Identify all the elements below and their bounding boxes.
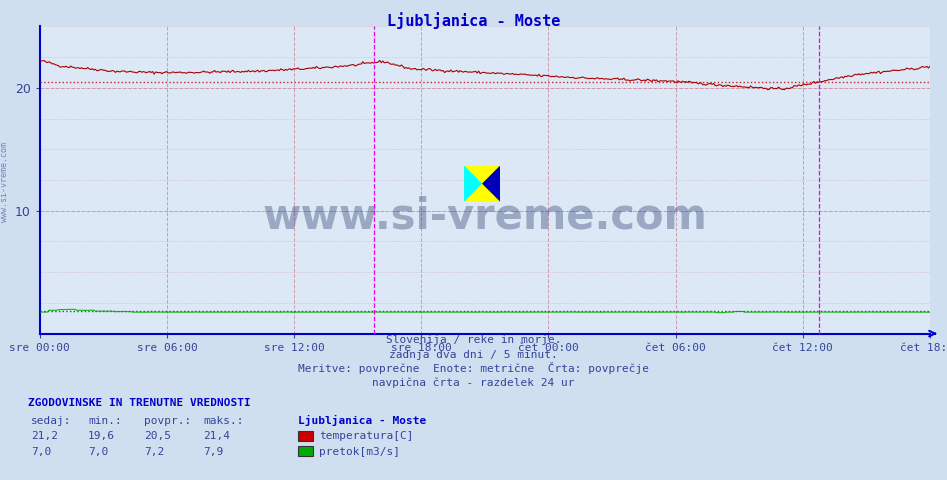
Text: 7,0: 7,0 — [31, 446, 51, 456]
Text: Ljubljanica - Moste: Ljubljanica - Moste — [386, 12, 561, 29]
Text: maks.:: maks.: — [204, 416, 244, 426]
Text: sedaj:: sedaj: — [31, 416, 72, 426]
Text: 7,9: 7,9 — [204, 446, 223, 456]
Text: 21,4: 21,4 — [204, 431, 231, 441]
Text: pretok[m3/s]: pretok[m3/s] — [319, 446, 401, 456]
Text: 19,6: 19,6 — [88, 431, 116, 441]
Polygon shape — [464, 166, 482, 202]
Text: povpr.:: povpr.: — [144, 416, 191, 426]
Text: 7,0: 7,0 — [88, 446, 108, 456]
Text: ZGODOVINSKE IN TRENUTNE VREDNOSTI: ZGODOVINSKE IN TRENUTNE VREDNOSTI — [28, 397, 251, 408]
Text: Meritve: povprečne  Enote: metrične  Črta: povprečje: Meritve: povprečne Enote: metrične Črta:… — [298, 362, 649, 374]
Text: 20,5: 20,5 — [144, 431, 171, 441]
Polygon shape — [482, 166, 500, 202]
Text: temperatura[C]: temperatura[C] — [319, 431, 414, 441]
Text: 7,2: 7,2 — [144, 446, 164, 456]
Text: www.si-vreme.com: www.si-vreme.com — [0, 143, 9, 222]
Text: min.:: min.: — [88, 416, 122, 426]
Text: zadnja dva dni / 5 minut.: zadnja dva dni / 5 minut. — [389, 349, 558, 360]
Text: Slovenija / reke in morje.: Slovenija / reke in morje. — [385, 335, 562, 345]
Text: navpična črta - razdelek 24 ur: navpična črta - razdelek 24 ur — [372, 378, 575, 388]
Text: 21,2: 21,2 — [31, 431, 59, 441]
Text: Ljubljanica - Moste: Ljubljanica - Moste — [298, 415, 426, 426]
Text: www.si-vreme.com: www.si-vreme.com — [262, 196, 707, 238]
